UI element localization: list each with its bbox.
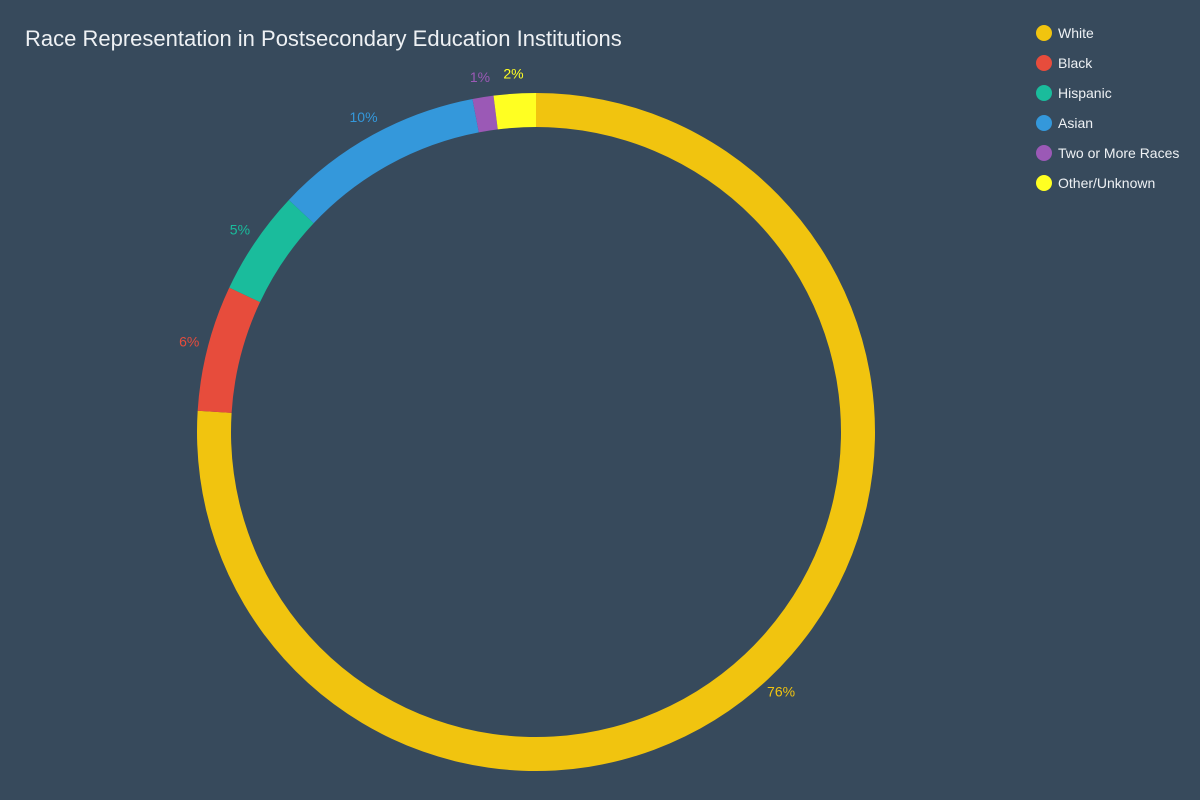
legend-item-other-unknown[interactable]: Other/Unknown — [1036, 175, 1196, 205]
data-label-white: 76% — [767, 684, 795, 700]
data-label-asian: 10% — [350, 109, 378, 125]
data-label-other-unknown: 2% — [503, 65, 523, 81]
legend-swatch — [1036, 25, 1052, 41]
data-label-black: 6% — [179, 334, 199, 350]
legend-swatch — [1036, 55, 1052, 71]
legend-label: Two or More Races — [1058, 145, 1180, 161]
legend-item-hispanic[interactable]: Hispanic — [1036, 85, 1196, 115]
legend-label: White — [1058, 25, 1094, 41]
legend-label: Asian — [1058, 115, 1094, 131]
legend-swatch — [1036, 145, 1052, 161]
data-label-two-or-more-races: 1% — [470, 69, 490, 85]
legend-item-black[interactable]: Black — [1036, 55, 1196, 85]
chart-title: Race Representation in Postsecondary Edu… — [25, 26, 622, 51]
data-label-hispanic: 5% — [230, 221, 250, 237]
slice-asian — [288, 99, 479, 224]
legend-swatch — [1036, 175, 1052, 191]
legend-item-asian[interactable]: Asian — [1036, 115, 1196, 145]
legend-swatch — [1036, 115, 1052, 131]
legend-label: Black — [1058, 55, 1093, 71]
legend-label: Other/Unknown — [1058, 175, 1156, 191]
chart-legend: White Black Hispanic Asian Two or More Races… — [1036, 25, 1196, 205]
donut-chart: 76% 6% 5% 10% 1% 2% — [179, 65, 876, 771]
legend-label: Hispanic — [1058, 85, 1112, 101]
slice-hispanic — [229, 199, 314, 303]
slice-two-or-more-races — [472, 95, 498, 133]
legend-swatch — [1036, 85, 1052, 101]
legend-item-two-or-more-races[interactable]: Two or More Races — [1036, 145, 1196, 175]
legend-item-white[interactable]: White — [1036, 25, 1196, 55]
slice-black — [197, 287, 261, 413]
slice-other-unknown — [493, 93, 536, 130]
